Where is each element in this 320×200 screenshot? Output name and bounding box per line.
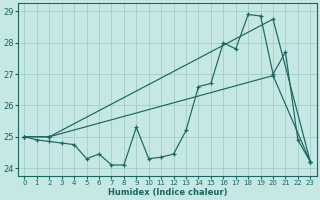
- X-axis label: Humidex (Indice chaleur): Humidex (Indice chaleur): [108, 188, 227, 197]
